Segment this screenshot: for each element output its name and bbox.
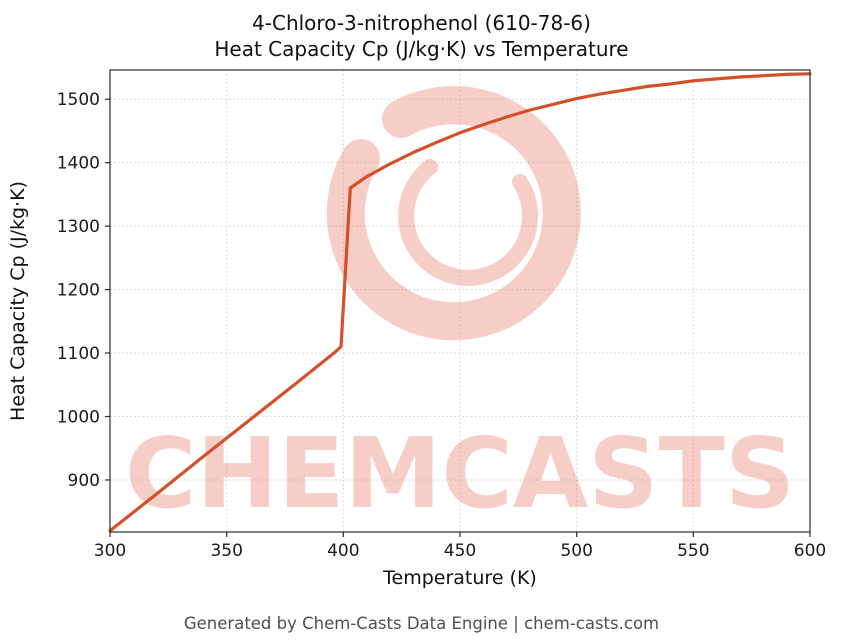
y-tick-label: 1100 [57,344,100,364]
y-axis-label: Heat Capacity Cp (J/kg·K) [7,181,29,421]
footer-caption: Generated by Chem-Casts Data Engine | ch… [183,614,660,633]
x-tick-label: 550 [677,541,709,561]
chart-title-line2: Heat Capacity Cp (J/kg·K) vs Temperature [214,37,629,61]
x-tick-label: 300 [94,541,126,561]
y-tick-label: 1500 [57,90,100,110]
y-tick-label: 1300 [57,217,100,237]
y-tick-label: 1400 [57,154,100,174]
chart-area: CHEMCASTS 300 350 400 450 500 550 600 900 1000 110… [0,62,843,614]
x-tick-label: 600 [794,541,826,561]
x-tick-label: 400 [327,541,359,561]
x-tick-label: 350 [210,541,242,561]
watermark-swirl-icon [326,86,581,341]
data-line-cp [108,72,812,533]
watermark-group: CHEMCASTS [125,86,795,530]
x-tick-label: 450 [444,541,476,561]
y-tick-label: 1200 [57,281,100,301]
y-tick-label: 1000 [57,408,100,428]
y-tick-label: 900 [68,471,100,491]
chart-title: 4-Chloro-3-nitrophenol (610-78-6) Heat C… [0,0,843,62]
chart-title-line1: 4-Chloro-3-nitrophenol (610-78-6) [252,11,591,35]
watermark-swirl-inner-icon [398,159,539,286]
watermark-text: CHEMCASTS [125,417,795,530]
x-axis-label: Temperature (K) [382,567,537,589]
chart-plot: CHEMCASTS 300 350 400 450 500 550 600 900 1000 110… [7,69,826,589]
x-tick-label: 500 [560,541,592,561]
